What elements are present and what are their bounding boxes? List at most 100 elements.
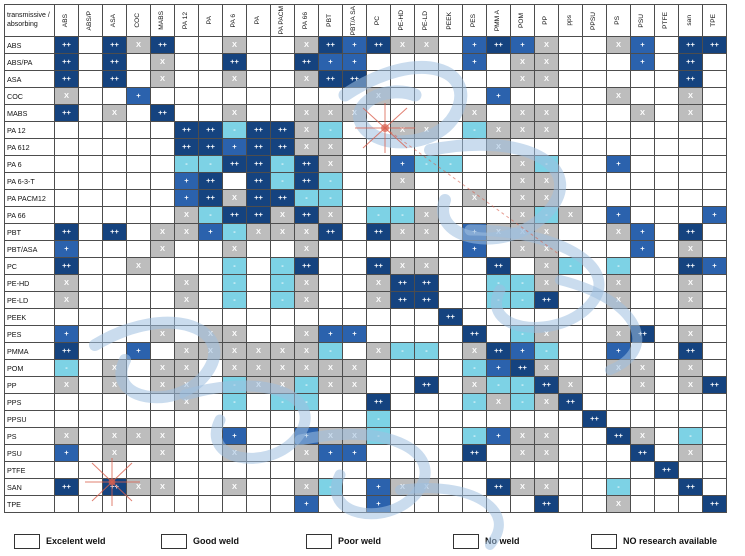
matrix-cell: ++ bbox=[150, 104, 175, 122]
matrix-cell bbox=[174, 87, 199, 105]
matrix-cell: ++ bbox=[246, 172, 271, 190]
matrix-cell bbox=[150, 461, 175, 479]
matrix-cell bbox=[678, 138, 703, 156]
matrix-cell bbox=[654, 274, 679, 292]
matrix-cell bbox=[630, 410, 655, 428]
matrix-cell bbox=[654, 206, 679, 224]
column-header-pbt-a-sa: PBT/A SA bbox=[342, 4, 367, 37]
matrix-cell bbox=[438, 36, 463, 54]
weld-compatibility-table: transmissive / absorbing ABS ABS/P ASA COC M… bbox=[4, 4, 727, 513]
matrix-cell bbox=[78, 274, 103, 292]
matrix-cell: X bbox=[534, 478, 559, 496]
matrix-cell: - bbox=[390, 206, 415, 224]
matrix-cell bbox=[606, 138, 631, 156]
matrix-cell bbox=[702, 325, 727, 343]
matrix-cell bbox=[558, 308, 583, 326]
matrix-cell bbox=[246, 36, 271, 54]
matrix-cell bbox=[390, 376, 415, 394]
matrix-cell bbox=[150, 393, 175, 411]
matrix-cell bbox=[102, 87, 127, 105]
matrix-cell bbox=[102, 342, 127, 360]
matrix-cell bbox=[438, 189, 463, 207]
matrix-cell bbox=[294, 308, 319, 326]
table-row-san: SAN ++ ++ X X X X - + X X ++ X X - ++ bbox=[4, 478, 727, 496]
table-row-pps: PPS X - - - ++ - X - X ++ bbox=[4, 393, 727, 411]
matrix-cell bbox=[462, 206, 487, 224]
matrix-cell: X bbox=[222, 359, 247, 377]
matrix-cell: X bbox=[318, 104, 343, 122]
matrix-cell: X bbox=[486, 393, 511, 411]
matrix-cell bbox=[246, 240, 271, 258]
matrix-cell bbox=[366, 155, 391, 173]
column-header-pa: PA bbox=[198, 4, 223, 37]
matrix-cell bbox=[366, 138, 391, 156]
matrix-cell bbox=[246, 393, 271, 411]
matrix-cell: - bbox=[222, 223, 247, 241]
matrix-cell bbox=[630, 342, 655, 360]
matrix-cell: - bbox=[534, 342, 559, 360]
matrix-cell: ++ bbox=[198, 189, 223, 207]
column-header-pps: pps bbox=[558, 4, 583, 37]
matrix-cell: X bbox=[222, 444, 247, 462]
table-row-ptfe: PTFE ++ bbox=[4, 461, 727, 479]
matrix-cell bbox=[654, 359, 679, 377]
matrix-cell bbox=[78, 325, 103, 343]
matrix-cell: ++ bbox=[270, 189, 295, 207]
matrix-cell bbox=[438, 461, 463, 479]
matrix-cell bbox=[486, 495, 511, 513]
matrix-cell bbox=[78, 342, 103, 360]
column-header-ps: PS bbox=[606, 4, 631, 37]
matrix-cell: X bbox=[534, 444, 559, 462]
matrix-cell: ++ bbox=[702, 495, 727, 513]
matrix-cell: X bbox=[102, 444, 127, 462]
matrix-cell bbox=[366, 444, 391, 462]
matrix-cell bbox=[246, 461, 271, 479]
matrix-cell: - bbox=[294, 189, 319, 207]
matrix-cell bbox=[78, 206, 103, 224]
matrix-cell bbox=[102, 308, 127, 326]
matrix-cell bbox=[462, 461, 487, 479]
column-header-peek: PEEK bbox=[438, 4, 463, 37]
matrix-cell bbox=[558, 444, 583, 462]
matrix-cell bbox=[102, 393, 127, 411]
matrix-cell: X bbox=[294, 138, 319, 156]
matrix-cell: ++ bbox=[486, 478, 511, 496]
matrix-cell bbox=[606, 121, 631, 139]
matrix-cell bbox=[126, 274, 151, 292]
matrix-cell bbox=[246, 257, 271, 275]
matrix-cell bbox=[198, 410, 223, 428]
matrix-cell bbox=[582, 308, 607, 326]
matrix-cell bbox=[558, 121, 583, 139]
matrix-cell: X bbox=[534, 104, 559, 122]
matrix-cell: X bbox=[270, 342, 295, 360]
matrix-cell bbox=[414, 308, 439, 326]
matrix-cell bbox=[654, 138, 679, 156]
matrix-cell: ++ bbox=[102, 223, 127, 241]
table-row-ppsu: PPSU - ++ bbox=[4, 410, 727, 428]
matrix-cell: ++ bbox=[222, 155, 247, 173]
row-label: PSU bbox=[4, 444, 55, 462]
legend-swatch-good: + bbox=[161, 533, 187, 549]
matrix-cell bbox=[198, 240, 223, 258]
matrix-cell: X bbox=[534, 121, 559, 139]
matrix-cell: - bbox=[294, 393, 319, 411]
matrix-cell: ++ bbox=[366, 393, 391, 411]
matrix-cell bbox=[270, 36, 295, 54]
legend: ++ Excelent weld + Good weld - Poor weld X No w… bbox=[6, 529, 741, 553]
matrix-cell: ++ bbox=[678, 53, 703, 71]
table-row-abs: ABS ++ ++ X ++ X X ++ + ++ X X + ++ + X X + ++ ++ bbox=[4, 36, 727, 54]
matrix-cell: + bbox=[342, 325, 367, 343]
matrix-cell bbox=[78, 308, 103, 326]
matrix-cell bbox=[318, 274, 343, 292]
matrix-cell bbox=[438, 427, 463, 445]
matrix-cell: ++ bbox=[294, 53, 319, 71]
matrix-cell: + bbox=[510, 36, 535, 54]
matrix-cell bbox=[222, 495, 247, 513]
matrix-cell: X bbox=[342, 359, 367, 377]
row-label: PPS bbox=[4, 393, 55, 411]
matrix-cell bbox=[174, 70, 199, 88]
matrix-cell: X bbox=[534, 53, 559, 71]
matrix-cell bbox=[630, 172, 655, 190]
matrix-cell: X bbox=[510, 189, 535, 207]
matrix-cell: ++ bbox=[102, 36, 127, 54]
